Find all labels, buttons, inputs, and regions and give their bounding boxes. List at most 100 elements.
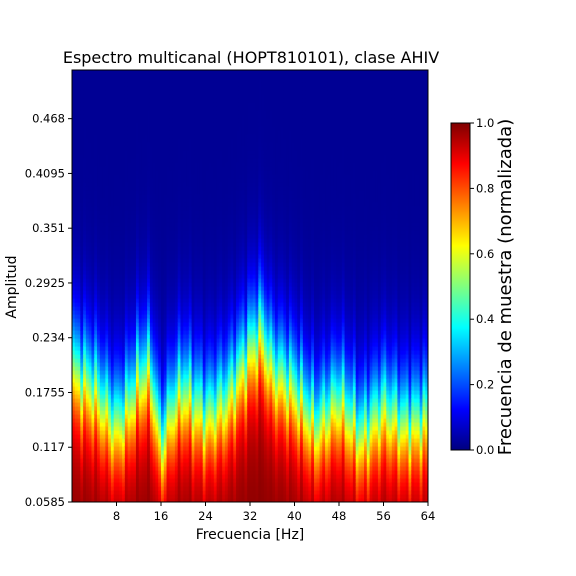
heatmap-cell (119, 250, 123, 255)
heatmap-cell (130, 146, 134, 151)
heatmap-cell (147, 262, 151, 267)
heatmap-cell (149, 474, 154, 479)
heatmap-cell (119, 138, 123, 143)
heatmap-cell (197, 466, 201, 471)
heatmap-cell (113, 102, 118, 107)
heatmap-cell (177, 122, 182, 127)
heatmap-cell (149, 270, 154, 275)
heatmap-cell (177, 478, 182, 483)
heatmap-cell (183, 402, 187, 407)
heatmap-cell (174, 250, 179, 255)
heatmap-cell (188, 466, 193, 471)
heatmap-cell (191, 438, 195, 443)
heatmap-cell (152, 474, 157, 479)
heatmap-cell (161, 326, 165, 331)
heatmap-cell (130, 478, 134, 483)
heatmap-cell (161, 202, 165, 207)
heatmap-cell (166, 450, 170, 455)
heatmap-cell (80, 174, 84, 179)
heatmap-cell (188, 430, 193, 435)
heatmap-cell (191, 342, 195, 347)
heatmap-cell (105, 410, 109, 415)
heatmap-cell (119, 422, 123, 427)
heatmap-cell (191, 434, 195, 439)
heatmap-cell (135, 94, 140, 99)
heatmap-cell (105, 74, 109, 79)
heatmap-cell (180, 170, 184, 175)
heatmap-cell (124, 74, 129, 79)
heatmap-cell (158, 378, 162, 383)
heatmap-cell (180, 382, 184, 387)
heatmap-cell (105, 294, 109, 299)
heatmap-cell (110, 174, 115, 179)
heatmap-cell (149, 110, 154, 115)
heatmap-cell (197, 170, 201, 175)
heatmap-cell (119, 318, 123, 323)
heatmap-cell (105, 138, 109, 143)
heatmap-cell (161, 206, 165, 211)
heatmap-cell (72, 346, 76, 351)
heatmap-cell (163, 274, 168, 279)
heatmap-cell (161, 474, 165, 479)
heatmap-cell (110, 346, 115, 351)
heatmap-cell (99, 230, 104, 235)
heatmap-cell (99, 410, 104, 415)
heatmap-cell (194, 450, 198, 455)
heatmap-cell (85, 334, 90, 339)
heatmap-cell (91, 402, 95, 407)
heatmap-cell (186, 430, 190, 435)
heatmap-cell (102, 74, 106, 79)
heatmap-cell (188, 354, 193, 359)
heatmap-cell (102, 402, 106, 407)
heatmap-cell (152, 310, 157, 315)
heatmap-cell (127, 438, 132, 443)
heatmap-cell (188, 382, 193, 387)
heatmap-cell (113, 150, 118, 155)
heatmap-cell (116, 414, 120, 419)
heatmap-cell (158, 194, 162, 199)
heatmap-cell (122, 86, 126, 91)
heatmap-cell (135, 178, 140, 183)
heatmap-cell (191, 70, 195, 75)
heatmap-cell (174, 206, 179, 211)
heatmap-cell (91, 166, 95, 171)
heatmap-cell (155, 310, 159, 315)
heatmap-cell (199, 466, 204, 471)
heatmap-cell (105, 266, 109, 271)
heatmap-cell (158, 370, 162, 375)
heatmap-cell (158, 366, 162, 371)
heatmap-cell (177, 446, 182, 451)
heatmap-cell (113, 162, 118, 167)
heatmap-cell (177, 182, 182, 187)
heatmap-cell (183, 478, 187, 483)
heatmap-cell (158, 458, 162, 463)
heatmap-cell (105, 426, 109, 431)
heatmap-cell (72, 158, 76, 163)
heatmap-cell (116, 122, 120, 127)
heatmap-cell (186, 218, 190, 223)
heatmap-cell (138, 394, 143, 399)
heatmap-cell (102, 354, 106, 359)
heatmap-cell (119, 238, 123, 243)
heatmap-cell (177, 386, 182, 391)
heatmap-cell (110, 454, 115, 459)
heatmap-cell (194, 414, 198, 419)
heatmap-cell (152, 94, 157, 99)
heatmap-cell (130, 158, 134, 163)
heatmap-cell (119, 386, 123, 391)
heatmap-cell (135, 378, 140, 383)
heatmap-cell (149, 118, 154, 123)
heatmap-cell (155, 378, 159, 383)
heatmap-cell (119, 402, 123, 407)
heatmap-cell (149, 186, 154, 191)
heatmap-cell (116, 170, 120, 175)
heatmap-cell (105, 422, 109, 427)
heatmap-cell (80, 122, 84, 127)
heatmap-cell (91, 278, 95, 283)
heatmap-cell (149, 194, 154, 199)
heatmap-cell (105, 270, 109, 275)
heatmap-cell (130, 470, 134, 475)
heatmap-cell (108, 182, 112, 187)
heatmap-cell (197, 418, 201, 423)
heatmap-cell (97, 386, 101, 391)
